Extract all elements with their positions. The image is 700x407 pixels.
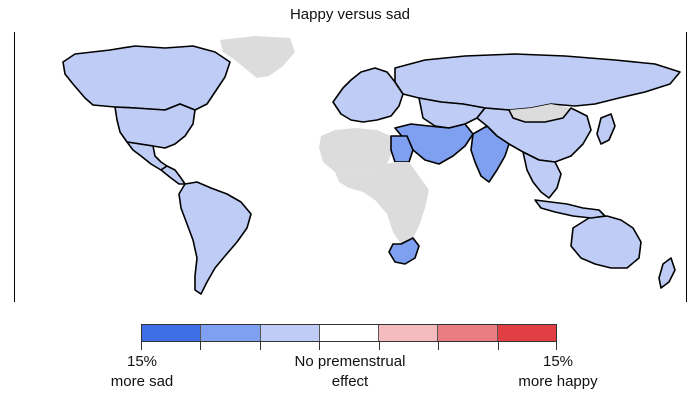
world-map	[14, 32, 687, 302]
region-southeast-asia	[522, 151, 562, 199]
legend-swatch-3	[319, 325, 380, 341]
legend-label-no-effect: No premenstrual effect	[294, 353, 406, 390]
legend-tick-6	[498, 342, 499, 350]
legend-ticks	[141, 342, 557, 350]
legend-swatch-0	[142, 325, 202, 341]
region-united-states	[114, 103, 196, 149]
region-north-africa	[319, 128, 393, 174]
legend-swatch-5	[438, 325, 498, 341]
color-legend	[141, 324, 557, 350]
region-japan	[596, 113, 616, 145]
legend-label-more-sad: 15% more sad	[110, 353, 174, 390]
region-canada	[62, 45, 231, 111]
legend-swatch-6	[497, 325, 556, 341]
region-south-america	[178, 181, 252, 295]
legend-tick-1	[200, 342, 201, 350]
region-indonesia	[534, 199, 606, 219]
legend-tick-4	[379, 342, 380, 350]
region-south-africa	[388, 237, 420, 265]
world-map-svg	[62, 36, 681, 295]
legend-color-bar	[141, 324, 557, 342]
legend-swatch-1	[201, 325, 261, 341]
region-central-asia	[418, 97, 486, 129]
region-greenland	[220, 36, 295, 78]
region-india	[470, 125, 510, 183]
legend-tick-2	[260, 342, 261, 350]
map-title: Happy versus sad	[289, 6, 411, 23]
region-mongolia	[509, 104, 571, 122]
legend-tick-0	[141, 342, 142, 350]
legend-tick-7	[556, 342, 557, 350]
region-europe	[332, 67, 404, 123]
legend-tick-3	[319, 342, 320, 350]
region-central-america	[160, 165, 186, 185]
legend-swatch-2	[260, 325, 320, 341]
region-australia	[570, 215, 642, 269]
legend-label-more-happy: 15% more happy	[518, 353, 598, 390]
region-sub-saharan-africa	[335, 162, 429, 244]
legend-tick-5	[438, 342, 439, 350]
region-new-zealand	[658, 257, 676, 289]
legend-swatch-4	[379, 325, 439, 341]
